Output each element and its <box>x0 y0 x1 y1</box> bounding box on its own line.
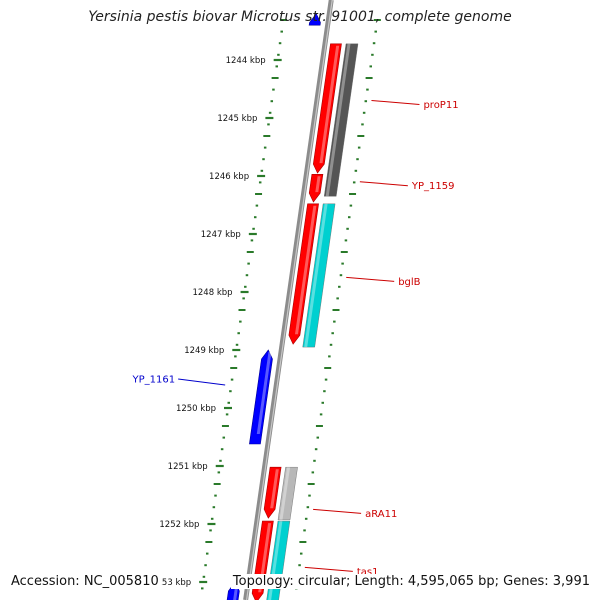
scale-label: 1248 kbp <box>192 288 232 298</box>
scale-label: 1250 kbp <box>176 404 216 414</box>
topology-text: Topology: circular; Length: 4,595,065 bp… <box>231 574 592 589</box>
scale-label: 1246 kbp <box>209 172 249 182</box>
label-leader-line <box>305 567 353 571</box>
feature-label: YP_1159 <box>411 181 455 192</box>
feature-label: proP11 <box>423 100 458 111</box>
scale-label: 1245 kbp <box>217 114 257 124</box>
label-leader-line <box>346 277 394 281</box>
accession-text: Accession: NC_005810 <box>9 574 161 589</box>
label-leader-line <box>371 101 419 105</box>
label-leader-line <box>360 182 408 186</box>
feature-label: YP_1161 <box>132 375 176 386</box>
scale-label: 1251 kbp <box>168 462 208 472</box>
scale-label: 1247 kbp <box>201 230 241 240</box>
scale-label: 1252 kbp <box>159 520 199 530</box>
feature-label: aRA11 <box>365 509 397 520</box>
label-leader-line <box>178 379 225 385</box>
label-leader-line <box>313 509 361 513</box>
map-title: Yersinia pestis biovar Microtus str. 910… <box>0 9 600 25</box>
scale-label: 1249 kbp <box>184 346 224 356</box>
feature-label: bglB <box>398 277 420 288</box>
scale-label: 1244 kbp <box>226 56 266 66</box>
scale-labels: 1244 kbp 1245 kbp 1246 kbp 1247 kbp 1248 kbp… <box>151 56 266 588</box>
